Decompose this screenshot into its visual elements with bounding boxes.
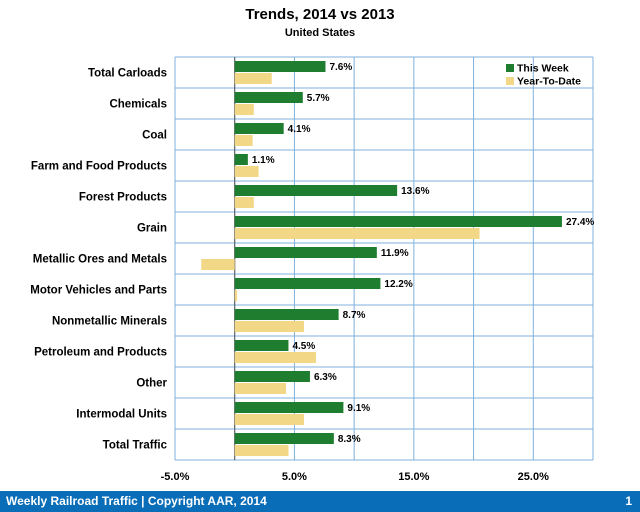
bar-year-to-date: [234, 445, 289, 456]
data-label-this-week: 27.4%: [566, 217, 594, 228]
category-label: Total Traffic: [103, 440, 168, 452]
bar-this-week: [234, 247, 377, 258]
category-label: Farm and Food Products: [31, 161, 167, 173]
category-label: Total Carloads: [88, 68, 167, 80]
page-number: 1: [625, 494, 632, 508]
data-label-this-week: 8.3%: [338, 434, 361, 445]
category-label: Motor Vehicles and Parts: [30, 285, 167, 297]
bar-this-week: [234, 92, 303, 103]
x-tick-label: 15.0%: [398, 471, 429, 483]
bar-this-week: [234, 123, 284, 134]
data-label-this-week: 7.6%: [329, 62, 352, 73]
bar-year-to-date: [234, 290, 238, 301]
x-tick-label: -5.0%: [161, 471, 190, 483]
category-label: Other: [136, 378, 167, 390]
category-label: Chemicals: [109, 99, 167, 111]
bar-year-to-date: [234, 228, 480, 239]
bar-this-week: [234, 340, 289, 351]
bar-this-week: [234, 371, 310, 382]
bar-this-week: [234, 154, 248, 165]
chart-title: Trends, 2014 vs 2013: [245, 6, 395, 23]
legend-swatch-this-week: [506, 64, 514, 72]
category-label: Intermodal Units: [76, 409, 167, 421]
bar-year-to-date: [234, 73, 272, 84]
bar-year-to-date: [234, 135, 253, 146]
bar-year-to-date: [234, 414, 304, 425]
legend-label-year-to-date: Year-To-Date: [517, 76, 581, 88]
data-label-this-week: 6.3%: [314, 372, 337, 383]
bar-this-week: [234, 185, 398, 196]
category-label: Petroleum and Products: [34, 347, 167, 359]
bar-year-to-date: [201, 259, 235, 270]
data-label-this-week: 11.9%: [381, 248, 409, 259]
bar-year-to-date: [234, 321, 304, 332]
data-label-this-week: 8.7%: [343, 310, 366, 321]
bars: [201, 61, 562, 456]
legend-swatch-year-to-date: [506, 77, 514, 85]
bar-this-week: [234, 278, 381, 289]
category-label: Nonmetallic Minerals: [52, 316, 167, 328]
category-label: Coal: [142, 130, 167, 142]
data-label-this-week: 4.1%: [288, 124, 311, 135]
labels: Total Carloads 7.6% Chemicals 5.7% Coal 4.1% F…: [30, 62, 594, 483]
data-label-this-week: 4.5%: [292, 341, 315, 352]
data-label-this-week: 13.6%: [401, 186, 429, 197]
data-label-this-week: 5.7%: [307, 93, 330, 104]
data-label-this-week: 1.1%: [252, 155, 275, 166]
bar-this-week: [234, 309, 339, 320]
category-label: Grain: [137, 223, 167, 235]
footer-bar: Weekly Railroad Traffic | Copyright AAR,…: [0, 491, 640, 512]
bar-year-to-date: [234, 383, 287, 394]
legend: This Week Year-To-Date: [506, 63, 581, 88]
category-label: Metallic Ores and Metals: [33, 254, 167, 266]
bar-year-to-date: [234, 104, 254, 115]
bar-year-to-date: [234, 352, 316, 363]
bar-this-week: [234, 402, 344, 413]
bar-chart: Total Carloads 7.6% Chemicals 5.7% Coal 4.1% F…: [30, 56, 594, 483]
bar-this-week: [234, 61, 326, 72]
chart-subtitle: United States: [284, 27, 356, 39]
x-tick-label: 5.0%: [282, 471, 307, 483]
bar-year-to-date: [234, 197, 254, 208]
legend-label-this-week: This Week: [517, 63, 569, 75]
bar-this-week: [234, 216, 562, 227]
bar-year-to-date: [234, 166, 259, 177]
data-label-this-week: 9.1%: [347, 403, 370, 414]
x-tick-label: 25.0%: [518, 471, 549, 483]
bar-this-week: [234, 433, 334, 444]
category-label: Forest Products: [79, 192, 167, 204]
data-label-this-week: 12.2%: [384, 279, 412, 290]
footer-text: Weekly Railroad Traffic | Copyright AAR,…: [6, 494, 267, 508]
